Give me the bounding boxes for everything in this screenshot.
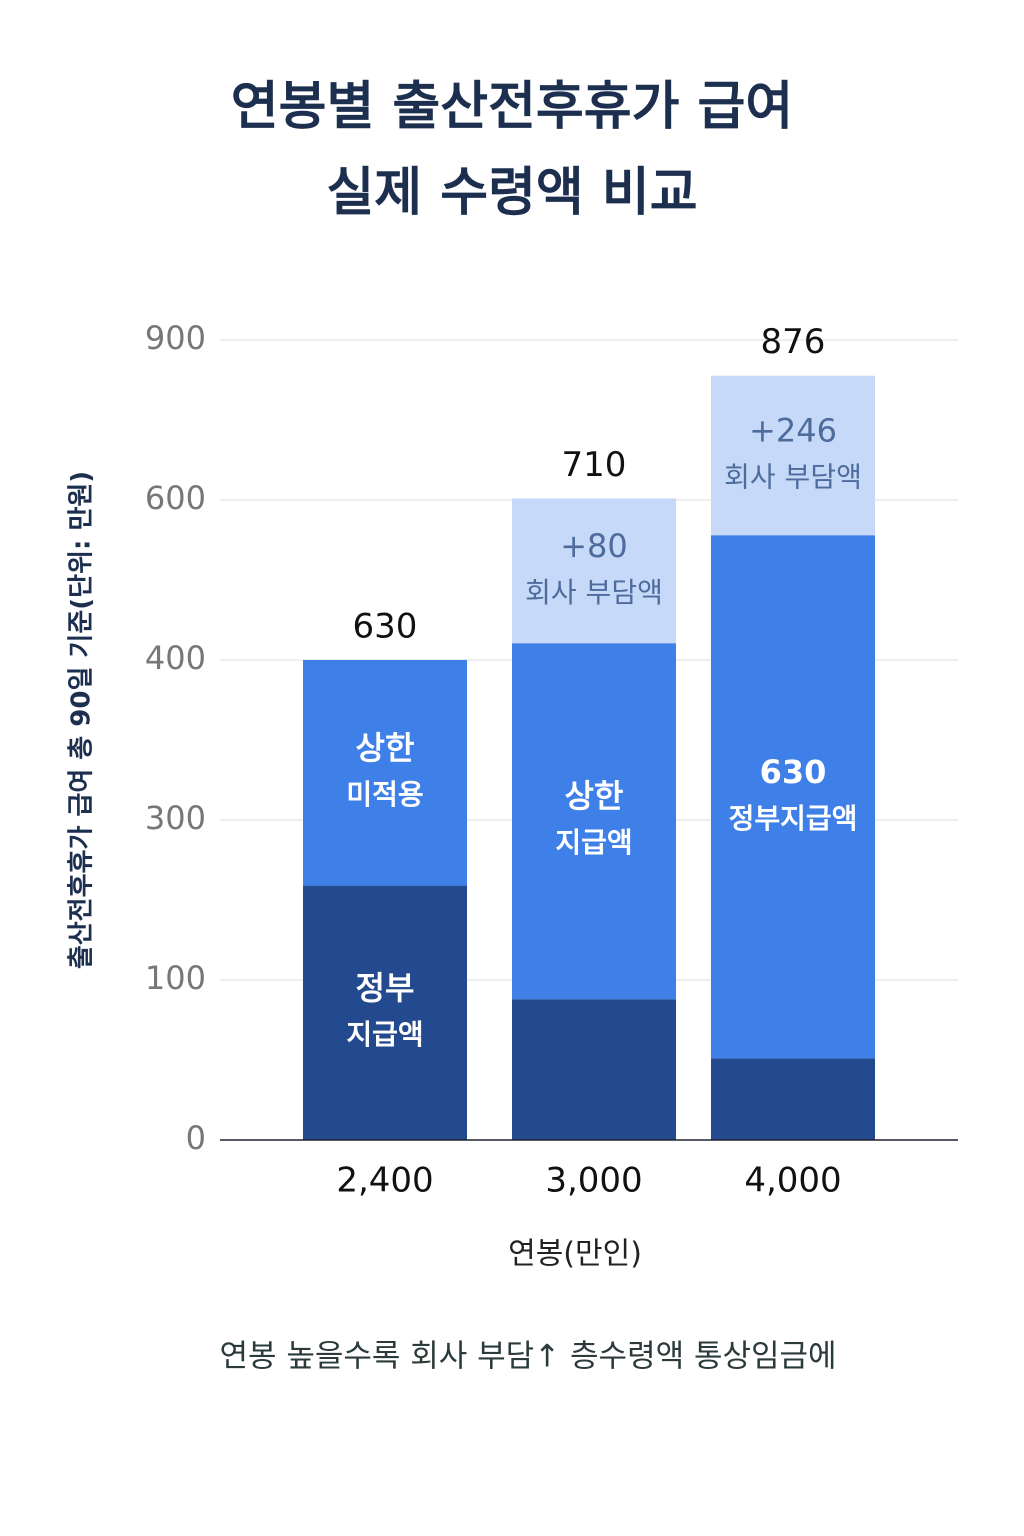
segment-label: 회사 부담액 — [724, 460, 862, 493]
y-axis-label: 출산전후휴가 급여 총 90일 기준(단위: 만원) — [67, 471, 97, 969]
chart-title: 실제 수령액 비교 — [326, 163, 697, 223]
bar-segment — [303, 885, 467, 1140]
x-tick-label: 2,400 — [336, 1161, 433, 1201]
x-axis-label: 연봉(만인) — [508, 1237, 642, 1272]
y-tick-label: 0 — [186, 1119, 206, 1157]
x-tick-label: 3,000 — [545, 1161, 642, 1201]
segment-label: 지급액 — [346, 1018, 423, 1051]
y-tick-label: 400 — [145, 639, 206, 677]
bar-segment — [512, 498, 676, 644]
segment-label: +80 — [560, 527, 628, 565]
segment-label: 630 — [760, 753, 827, 791]
footer-note: 연봉 높을수록 회사 부담↑ 층수령액 통상임금에 — [219, 1339, 836, 1375]
bar-segment — [512, 999, 676, 1140]
segment-label: 미적용 — [346, 778, 423, 811]
segment-label: 정부지급액 — [729, 802, 858, 835]
segment-label: 회사 부담액 — [525, 576, 663, 609]
segment-label: 상한 — [565, 777, 624, 815]
bar-segment — [512, 643, 676, 1000]
segment-label: 정부 — [356, 969, 415, 1007]
bar-segment — [711, 375, 875, 536]
bar-segment — [711, 1058, 875, 1140]
total-label: 710 — [562, 445, 627, 485]
bar-segment — [303, 660, 467, 886]
y-tick-label: 900 — [145, 319, 206, 357]
y-tick-label: 600 — [145, 479, 206, 517]
y-tick-label: 100 — [145, 959, 206, 997]
segment-label: 상한 — [356, 729, 415, 767]
segment-label: 지급액 — [555, 826, 632, 859]
y-tick-label: 300 — [145, 799, 206, 837]
chart-title: 연봉별 출산전후휴가 급여 — [231, 77, 793, 137]
x-tick-label: 4,000 — [744, 1161, 841, 1201]
total-label: 630 — [353, 607, 418, 647]
bar-segment — [711, 535, 875, 1059]
total-label: 876 — [761, 322, 826, 362]
segment-label: +246 — [749, 411, 837, 449]
